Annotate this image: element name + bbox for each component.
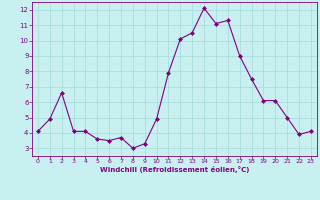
- X-axis label: Windchill (Refroidissement éolien,°C): Windchill (Refroidissement éolien,°C): [100, 166, 249, 173]
